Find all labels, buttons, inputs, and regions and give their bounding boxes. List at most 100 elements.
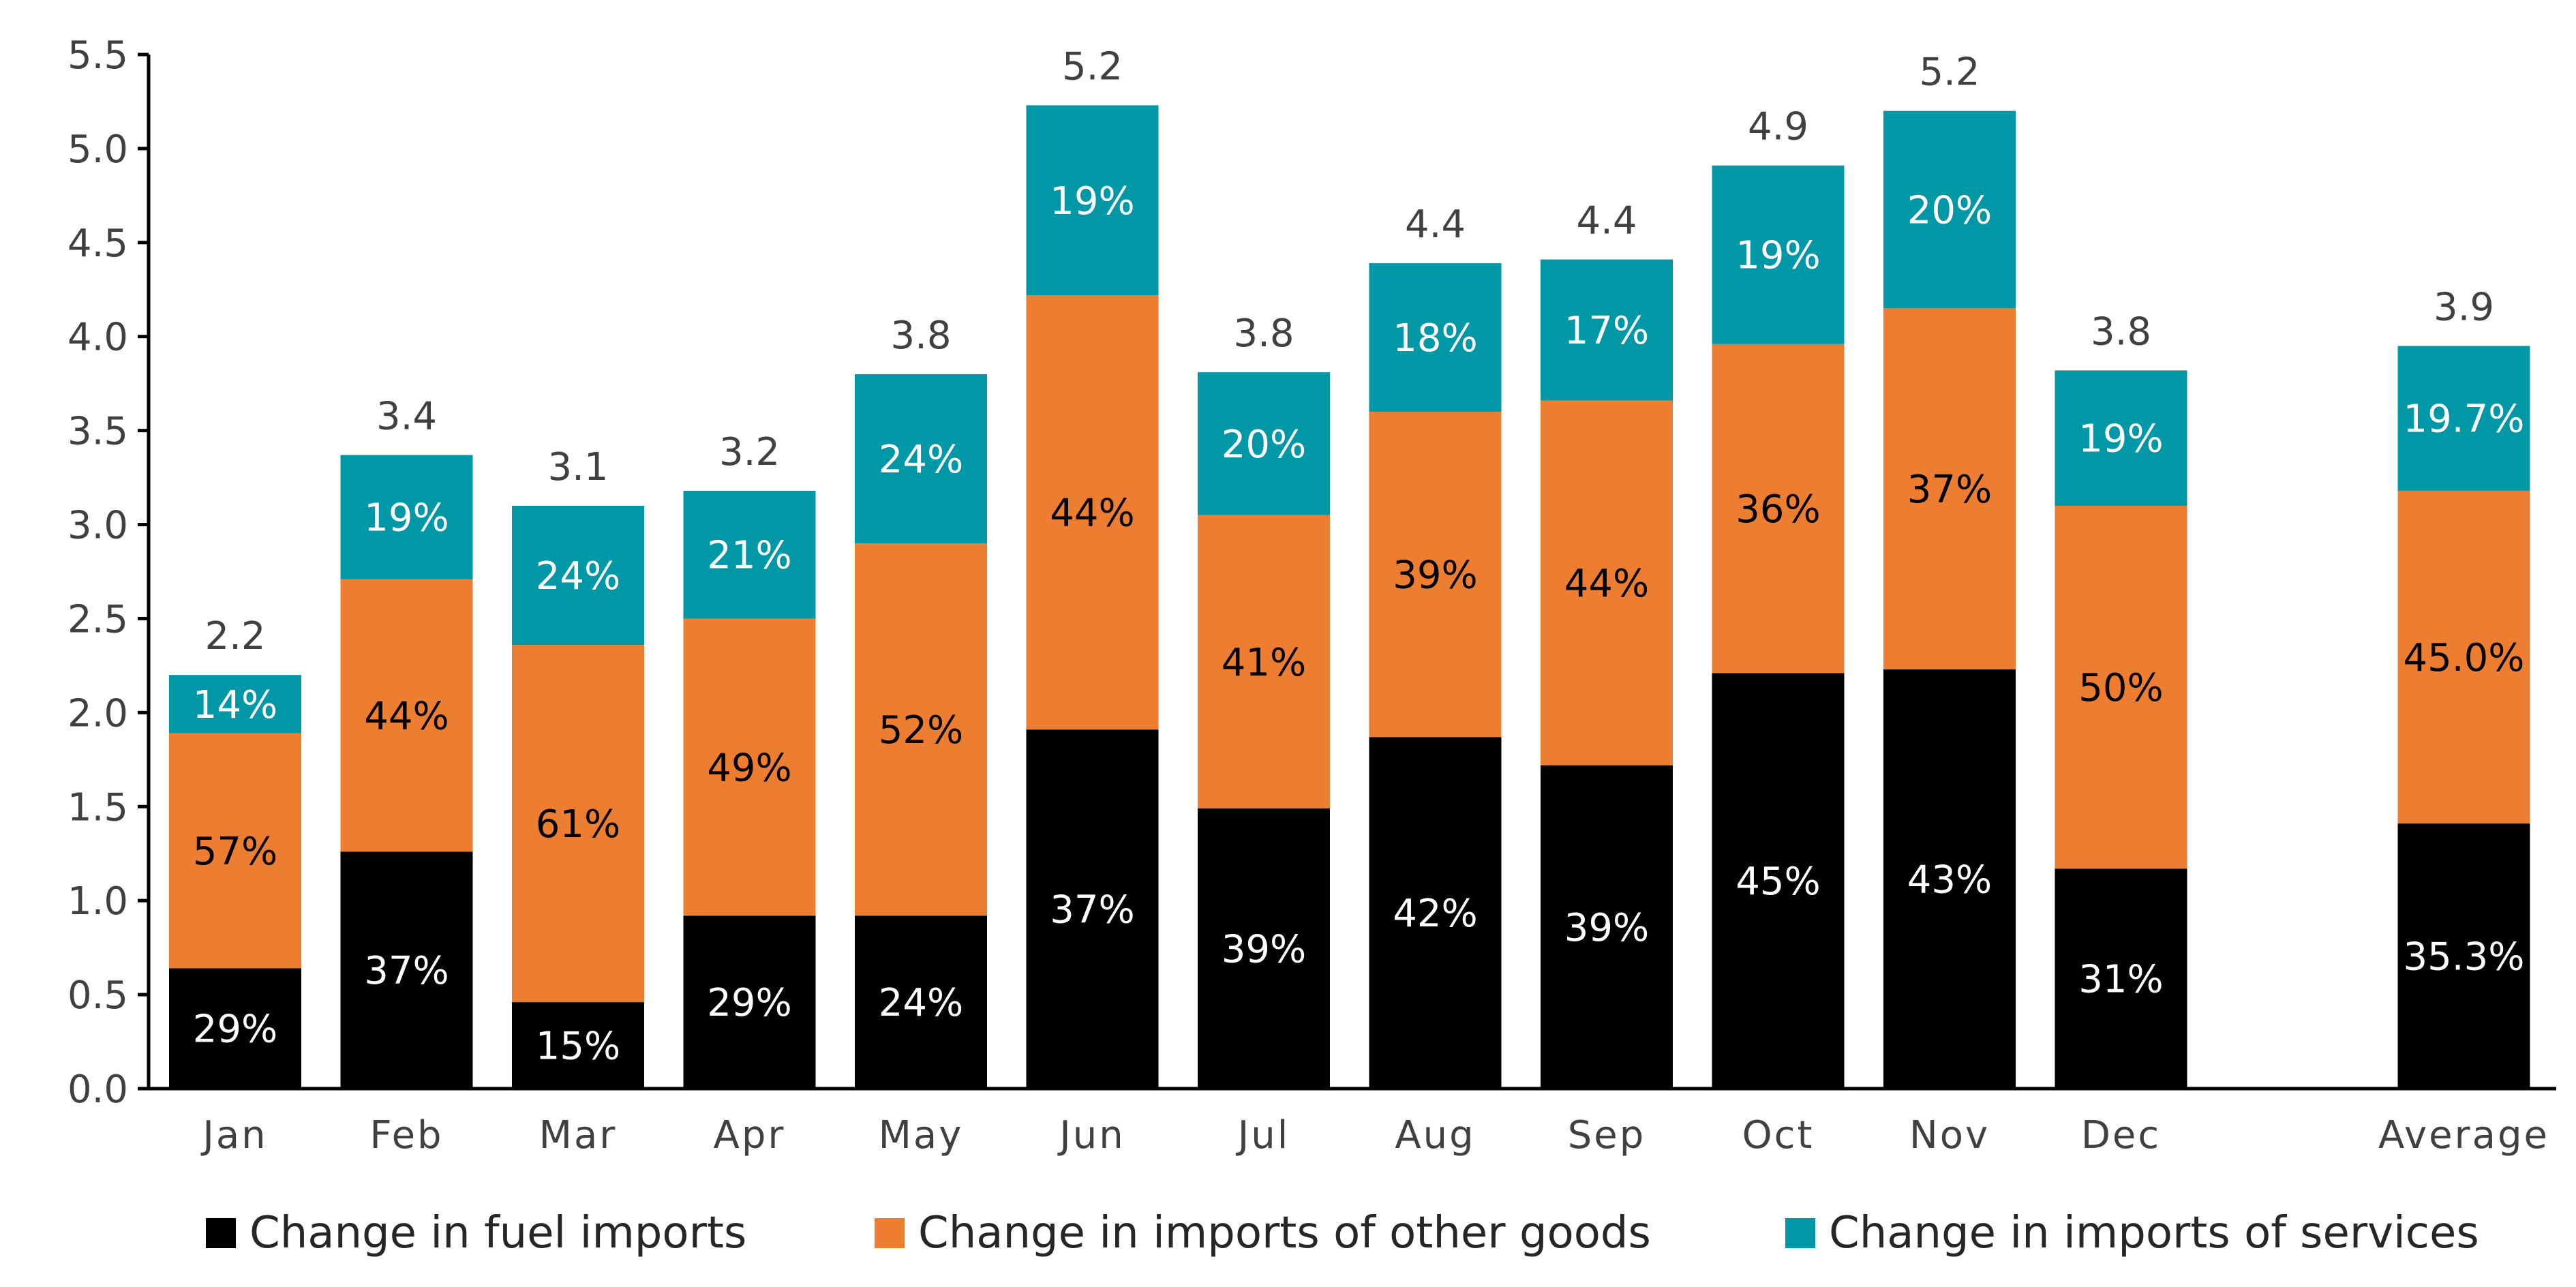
x-tick-label: Feb (369, 1113, 443, 1157)
segment-label: 57% (193, 830, 277, 874)
total-label: 3.2 (719, 430, 780, 474)
x-tick-label: Apr (714, 1113, 786, 1157)
legend-swatch (206, 1218, 236, 1248)
y-tick-label: 0.5 (67, 973, 128, 1018)
bar-segment-aug-3 (1369, 263, 1502, 412)
bar-segment-oct-1 (1712, 673, 1845, 1089)
legend-swatch (875, 1218, 905, 1248)
bar-segment-apr-3 (683, 490, 816, 619)
segment-label: 19% (2078, 417, 2163, 461)
segment-label: 50% (2078, 666, 2163, 710)
x-tick-label: Aug (1395, 1113, 1475, 1157)
segment-label: 24% (536, 554, 620, 599)
bar-segment-aug-2 (1369, 412, 1502, 738)
segment-label: 39% (1222, 928, 1306, 972)
total-label: 2.2 (204, 614, 265, 658)
total-label: 4.4 (1576, 199, 1637, 243)
bar-segment-sep-1 (1541, 765, 1673, 1089)
bar-segment-average-1 (2397, 823, 2530, 1089)
y-tick-label: 3.5 (67, 410, 128, 454)
y-tick-label: 0.0 (67, 1068, 128, 1112)
segment-label: 21% (707, 534, 791, 578)
bar-segment-sep-3 (1541, 259, 1673, 401)
bar-segment-may-2 (855, 543, 987, 916)
segment-label: 17% (1564, 309, 1649, 353)
bar-segment-mar-2 (512, 645, 644, 1003)
bar-segment-jul-1 (1198, 808, 1330, 1089)
x-tick-label: Mar (539, 1113, 618, 1157)
bar-segment-nov-2 (1883, 308, 2016, 669)
bar-segment-mar-1 (512, 1002, 644, 1089)
bar-segment-mar-3 (512, 505, 644, 646)
total-label: 3.9 (2434, 286, 2494, 330)
segment-label: 37% (364, 949, 449, 993)
bar-segment-jun-2 (1026, 295, 1159, 730)
y-tick-label: 4.5 (67, 222, 128, 266)
bar-segment-jan-1 (169, 968, 301, 1089)
legend-swatch (1785, 1218, 1815, 1248)
y-tick-label: 1.5 (67, 785, 128, 830)
bar-segment-jul-2 (1198, 515, 1330, 809)
y-axis: 0.0 0.5 1.0 1.5 2.0 2.5 3.0 3.5 4.0 4.5 5.0 5.5 (67, 33, 151, 1112)
segment-label: 24% (879, 438, 963, 482)
segment-label: 41% (1222, 641, 1306, 685)
bar-segment-may-3 (855, 374, 987, 544)
bar-segment-nov-1 (1883, 669, 2016, 1089)
x-axis: Jan Feb Mar Apr May Jun Jul Aug Sep Oct Nov Dec Aver… (149, 1087, 2556, 1157)
y-tick-label: 2.0 (67, 691, 128, 736)
bar-segment-feb-1 (340, 851, 473, 1089)
segment-label: 49% (707, 746, 791, 790)
segment-label: 20% (1907, 189, 1992, 233)
total-label: 5.2 (1062, 44, 1123, 89)
x-tick-label: Oct (1742, 1113, 1815, 1157)
x-tick-label: Nov (1909, 1113, 1990, 1157)
segment-label: 37% (1050, 888, 1134, 933)
total-label: 4.4 (1405, 202, 1466, 247)
segment-label: 35.3% (2404, 935, 2525, 980)
x-tick-label: Jan (200, 1113, 267, 1157)
x-tick-label: May (879, 1113, 964, 1157)
segment-label: 44% (1564, 562, 1649, 606)
segment-label: 19% (364, 496, 449, 541)
segment-label: 24% (879, 981, 963, 1025)
bar-segment-oct-2 (1712, 344, 1845, 673)
x-tick-label: Dec (2081, 1113, 2161, 1157)
bars-group: 29% 57% 14% 2.2 37% 44% 19% 3.4 15% 61% 24% 3.1 29% 4… (169, 44, 2530, 1089)
segment-label: 29% (193, 1008, 277, 1052)
bar-segment-feb-3 (340, 455, 473, 579)
segment-label: 61% (536, 802, 620, 847)
bar-segment-aug-1 (1369, 737, 1502, 1089)
x-tick-label: Average (2378, 1113, 2549, 1157)
total-label: 4.9 (1748, 105, 1808, 149)
bar-segment-jun-1 (1026, 729, 1159, 1089)
bar-segment-jun-3 (1026, 105, 1159, 296)
total-label: 3.1 (547, 445, 608, 489)
bar-segment-average-2 (2397, 490, 2530, 824)
segment-label: 20% (1222, 423, 1306, 467)
segment-label: 37% (1907, 468, 1992, 512)
segment-label: 39% (1564, 906, 1649, 950)
segment-label: 18% (1393, 316, 1477, 361)
legend-label: Change in imports of other goods (918, 1208, 1651, 1258)
bar-segment-jan-3 (169, 675, 301, 733)
total-label: 3.8 (890, 314, 951, 358)
total-label: 3.8 (1233, 312, 1294, 356)
bar-segment-dec-1 (2055, 868, 2187, 1089)
segment-label: 44% (1050, 491, 1134, 536)
bar-segment-jul-3 (1198, 372, 1330, 515)
segment-label: 15% (536, 1025, 620, 1069)
x-tick-label: Jul (1236, 1113, 1290, 1157)
bar-segment-may-1 (855, 915, 987, 1089)
y-tick-label: 3.0 (67, 504, 128, 548)
bar-segment-dec-2 (2055, 505, 2187, 869)
total-label: 3.8 (2091, 309, 2151, 354)
segment-label: 42% (1393, 892, 1477, 936)
x-tick-label: Jun (1057, 1113, 1125, 1157)
bar-segment-apr-1 (683, 915, 816, 1089)
bar-segment-average-3 (2397, 346, 2530, 491)
segment-label: 39% (1393, 554, 1477, 598)
y-tick-label: 2.5 (67, 597, 128, 641)
segment-label: 19% (1736, 234, 1820, 278)
segment-label: 19.7% (2404, 397, 2525, 442)
